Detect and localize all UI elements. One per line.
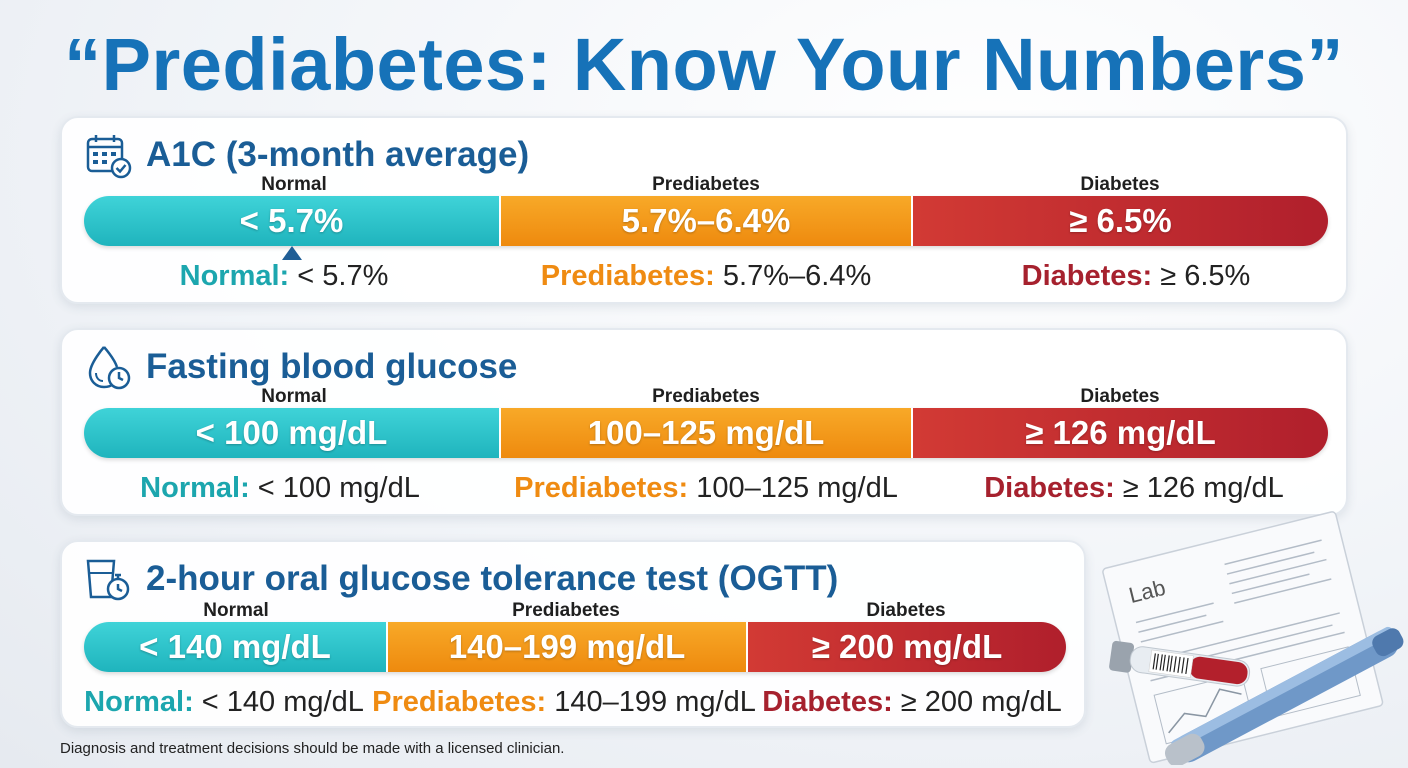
calendar-check-icon (86, 135, 132, 179)
a1c-range-bar: < 5.7% 5.7%–6.4% ≥ 6.5% (84, 196, 1328, 246)
ogtt-caption-diabetes: Diabetes: ≥ 200 mg/dL (762, 686, 1062, 718)
fasting-label-prediabetes: Prediabetes (652, 386, 760, 407)
a1c-caption-diabetes: Diabetes: ≥ 6.5% (1021, 260, 1251, 292)
lab-report-tube-pen-icon: Lab (1102, 511, 1404, 765)
a1c-header: A1C (3-month average) (84, 132, 530, 179)
a1c-captions: Normal: < 5.7% Prediabetes: 5.7%–6.4% Di… (84, 260, 1328, 296)
ogtt-range-bar: < 140 mg/dL 140–199 mg/dL ≥ 200 mg/dL (84, 622, 1066, 672)
fasting-seg-normal: < 100 mg/dL (84, 408, 499, 458)
fasting-caption-prediabetes: Prediabetes: 100–125 mg/dL (514, 472, 898, 504)
a1c-seg-prediabetes: 5.7%–6.4% (499, 196, 911, 246)
fasting-header: Fasting blood glucose (84, 344, 517, 390)
insulin-pen (1164, 626, 1404, 765)
a1c-label-prediabetes: Prediabetes (652, 174, 760, 195)
ogtt-captions: Normal: < 140 mg/dL Prediabetes: 140–199… (84, 686, 1066, 722)
ogtt-seg-diabetes: ≥ 200 mg/dL (746, 622, 1066, 672)
ogtt-title: 2-hour oral glucose tolerance test (OGTT… (146, 559, 839, 598)
blood-tube (1109, 640, 1251, 687)
a1c-label-diabetes: Diabetes (1080, 174, 1160, 195)
a1c-seg-diabetes: ≥ 6.5% (911, 196, 1328, 246)
ogtt-label-diabetes: Diabetes (866, 600, 946, 621)
ogtt-label-normal: Normal (203, 600, 269, 621)
glass-stopwatch-icon (86, 559, 130, 601)
ogtt-range-labels: Normal Prediabetes Diabetes (84, 600, 1066, 622)
a1c-title: A1C (3-month average) (146, 135, 530, 174)
fasting-caption-diabetes: Diabetes: ≥ 126 mg/dL (984, 472, 1284, 504)
fasting-label-normal: Normal (261, 386, 327, 407)
fasting-seg-diabetes: ≥ 126 mg/dL (911, 408, 1328, 458)
a1c-caption-normal: Normal: < 5.7% (179, 260, 389, 292)
a1c-label-normal: Normal (261, 174, 327, 195)
page-title: “Prediabetes: Know Your Numbers” (64, 23, 1344, 106)
fasting-title: Fasting blood glucose (146, 347, 518, 386)
droplet-clock-icon (88, 346, 131, 390)
fasting-label-diabetes: Diabetes (1080, 386, 1160, 407)
ogtt-caption-normal: Normal: < 140 mg/dL (84, 686, 364, 718)
fasting-range-bar: < 100 mg/dL 100–125 mg/dL ≥ 126 mg/dL (84, 408, 1328, 458)
ogtt-header: 2-hour oral glucose tolerance test (OGTT… (84, 556, 838, 602)
a1c-card: A1C (3-month average) Normal Prediabetes… (60, 116, 1348, 304)
fasting-seg-prediabetes: 100–125 mg/dL (499, 408, 911, 458)
ogtt-seg-normal: < 140 mg/dL (84, 622, 386, 672)
ogtt-label-prediabetes: Prediabetes (512, 600, 620, 621)
fasting-card: Fasting blood glucose Normal Prediabetes… (60, 328, 1348, 516)
fasting-range-labels: Normal Prediabetes Diabetes (84, 386, 1328, 408)
footnote-disclaimer: Diagnosis and treatment decisions should… (60, 740, 565, 757)
a1c-pointer-marker (282, 246, 302, 260)
a1c-caption-prediabetes: Prediabetes: 5.7%–6.4% (540, 260, 872, 292)
a1c-seg-normal: < 5.7% (84, 196, 499, 246)
ogtt-seg-prediabetes: 140–199 mg/dL (386, 622, 746, 672)
a1c-range-labels: Normal Prediabetes Diabetes (84, 174, 1328, 196)
fasting-caption-normal: Normal: < 100 mg/dL (140, 472, 420, 504)
fasting-captions: Normal: < 100 mg/dL Prediabetes: 100–125… (84, 472, 1328, 508)
ogtt-card: 2-hour oral glucose tolerance test (OGTT… (60, 540, 1086, 728)
ogtt-caption-prediabetes: Prediabetes: 140–199 mg/dL (372, 686, 756, 718)
